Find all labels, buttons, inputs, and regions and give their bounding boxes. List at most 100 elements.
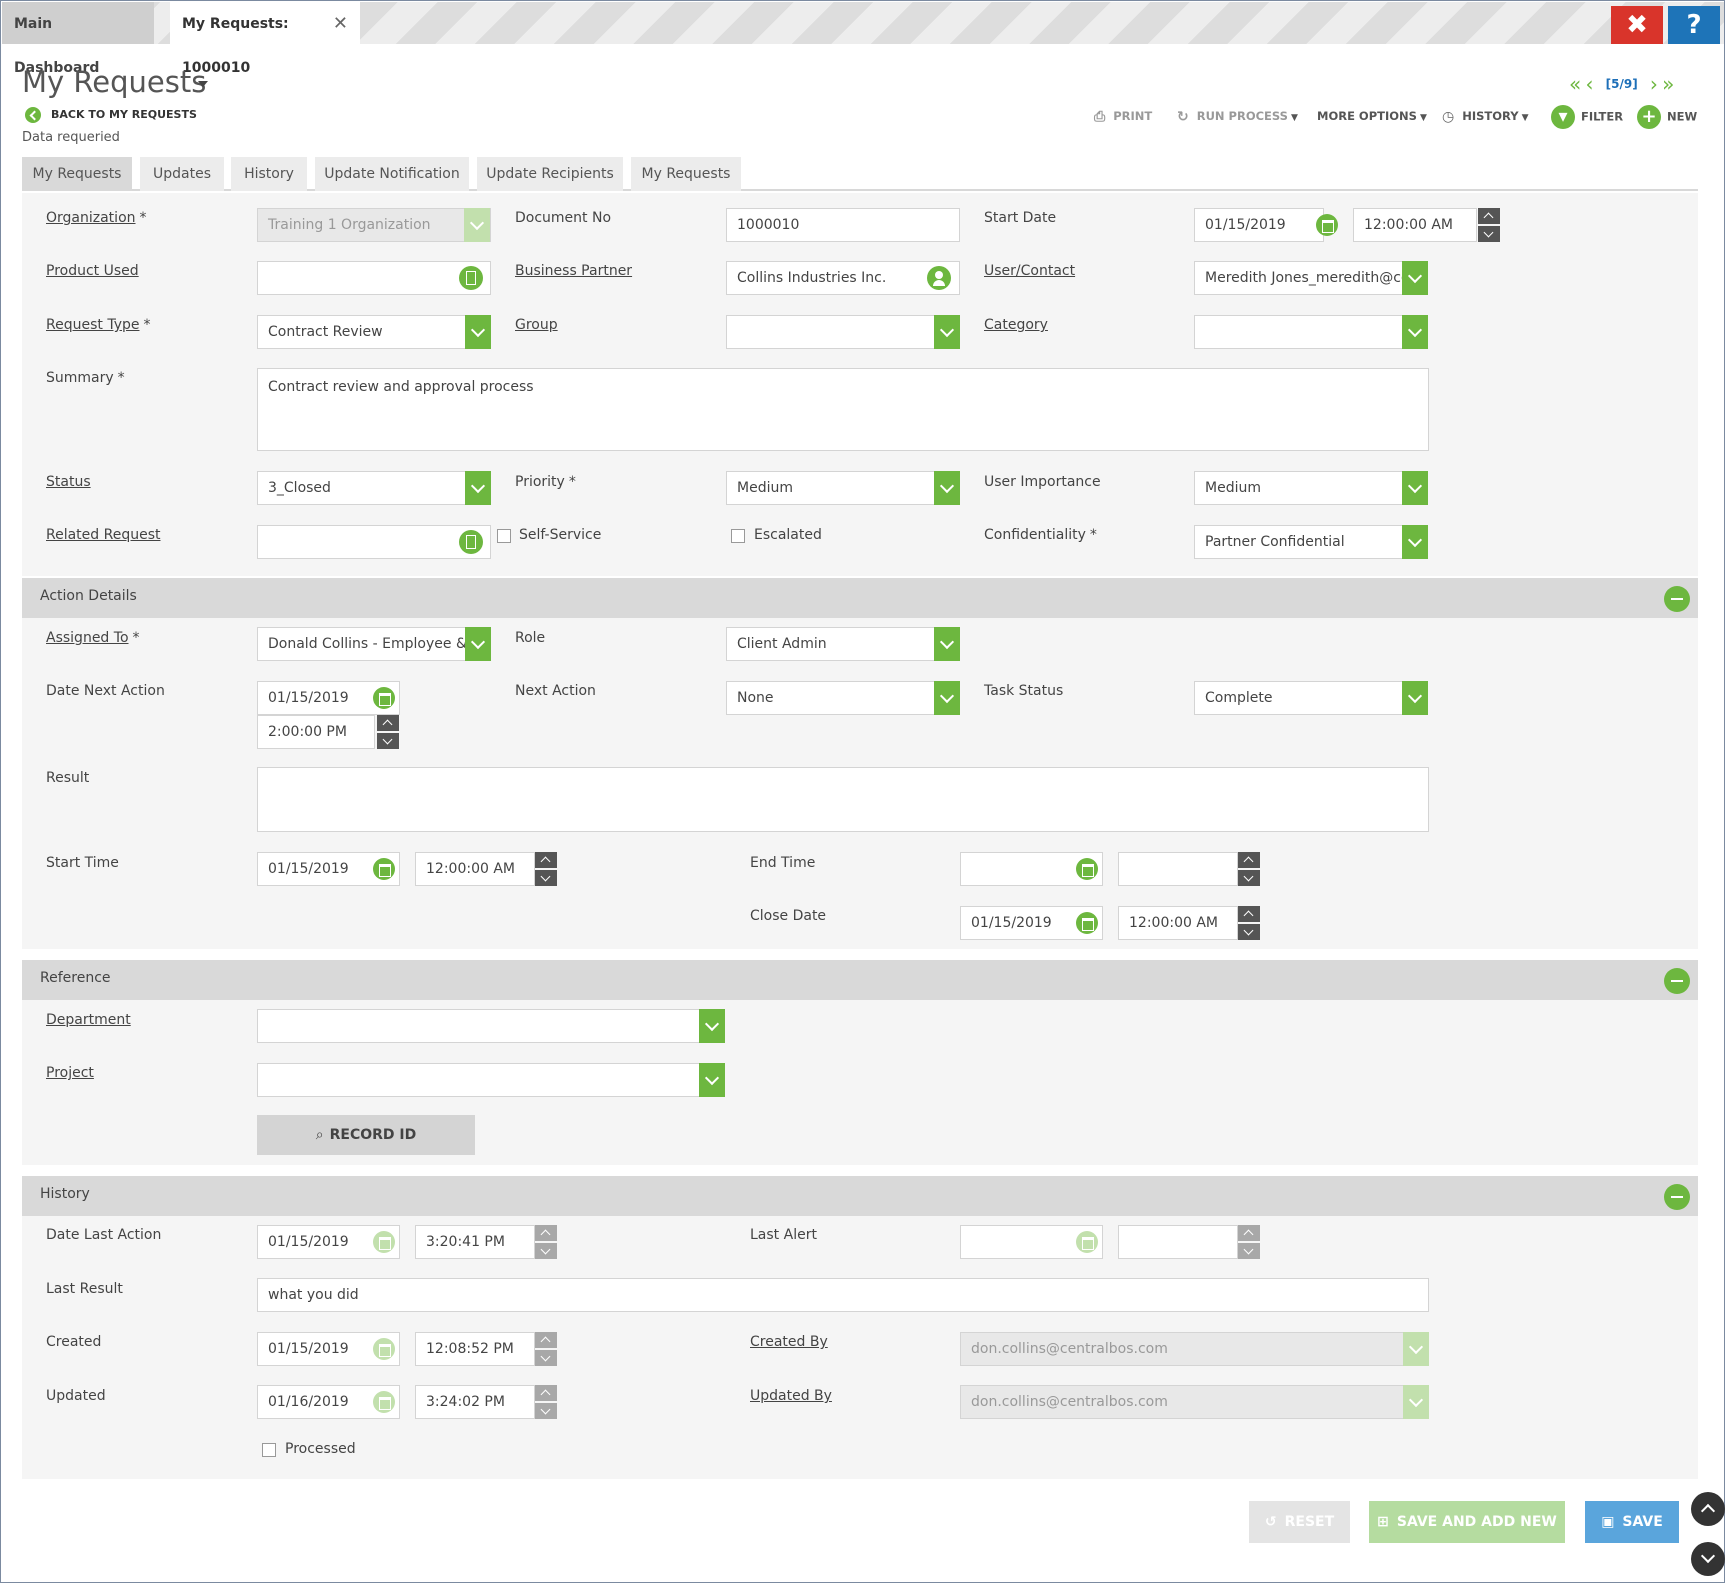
chevron-up-icon[interactable] [1238,1225,1260,1241]
updated-time-field[interactable]: 3:24:02 PM [415,1385,535,1419]
prev-record-icon[interactable]: ‹ [1585,72,1594,96]
user-contact-field[interactable]: Meredith Jones_meredith@co [1194,261,1428,295]
role-dropdown-icon[interactable] [934,627,960,661]
role-field[interactable]: Client Admin [726,627,960,661]
chevron-down-icon[interactable] [377,733,399,749]
user-importance-dropdown-icon[interactable] [1402,471,1428,505]
chevron-down-icon[interactable] [1478,226,1500,242]
department-field[interactable] [257,1009,725,1043]
chevron-up-icon[interactable] [535,1225,557,1241]
print-button[interactable]: ⎙ PRINT [1094,105,1152,127]
task-status-dropdown-icon[interactable] [1402,681,1428,715]
collapse-icon[interactable] [1664,1184,1690,1210]
run-process-button[interactable]: ↻ RUN PROCESS ▼ [1177,105,1298,127]
time-stepper[interactable] [1238,906,1260,940]
user-contact-dropdown-icon[interactable] [1402,261,1428,295]
department-dropdown-icon[interactable] [699,1009,725,1043]
related-request-field[interactable] [257,525,491,559]
next-record-icon[interactable]: › [1649,72,1658,96]
time-stepper[interactable] [535,1225,557,1259]
chevron-down-icon[interactable] [535,1403,557,1419]
result-textarea[interactable] [257,767,1429,832]
tab-my-requests-2[interactable]: My Requests [631,157,741,191]
category-dropdown-icon[interactable] [1402,315,1428,349]
time-stepper[interactable] [535,852,557,886]
new-button[interactable]: + NEW [1637,105,1697,129]
created-time-field[interactable]: 12:08:52 PM [415,1332,535,1366]
calendar-icon[interactable] [1076,858,1098,880]
last-record-icon[interactable]: » [1662,72,1675,96]
history-button[interactable]: ◷ HISTORY ▼ [1442,105,1529,127]
scroll-up-button[interactable] [1691,1492,1725,1526]
scroll-down-button[interactable] [1691,1542,1725,1576]
reset-button[interactable]: ↺ RESET [1249,1501,1350,1543]
start-time-field[interactable]: 12:00:00 AM [1353,208,1477,242]
user-importance-field[interactable]: Medium [1194,471,1428,505]
last-alert-time-field[interactable] [1118,1225,1238,1259]
action-details-header[interactable]: Action Details [22,578,1698,618]
summary-textarea[interactable]: Contract review and approval process [257,368,1429,451]
time-stepper[interactable] [377,715,399,749]
chevron-up-icon[interactable] [535,852,557,868]
user-icon[interactable] [927,266,951,290]
created-by-dropdown-icon[interactable] [1403,1332,1429,1366]
confidentiality-dropdown-icon[interactable] [1402,525,1428,559]
start-date-field[interactable]: 01/15/2019 [1194,208,1324,242]
priority-dropdown-icon[interactable] [934,471,960,505]
calendar-icon[interactable] [1316,214,1338,236]
status-dropdown-icon[interactable] [465,471,491,505]
assigned-to-field[interactable]: Donald Collins - Employee & PC [257,627,491,661]
time-stepper[interactable] [535,1332,557,1366]
assigned-to-dropdown-icon[interactable] [465,627,491,661]
organization-dropdown-icon[interactable] [464,208,490,242]
tab-history[interactable]: History [231,157,307,191]
tab-update-notification[interactable]: Update Notification [315,157,469,191]
close-time-field[interactable]: 12:00:00 AM [1118,906,1238,940]
filter-button[interactable]: ▾ FILTER [1551,105,1623,129]
chevron-down-icon[interactable] [535,1350,557,1366]
lookup-icon[interactable] [459,530,483,554]
self-service-checkbox[interactable] [497,529,511,543]
organization-field[interactable]: Training 1 Organization [257,208,491,242]
title-dropdown-icon[interactable] [198,81,208,87]
chevron-up-icon[interactable] [535,1332,557,1348]
tab-my-requests[interactable]: My Requests [22,157,132,191]
save-button[interactable]: ▣ SAVE [1585,1501,1679,1543]
processed-checkbox[interactable] [262,1443,276,1457]
chevron-up-icon[interactable] [1238,906,1260,922]
chevron-up-icon[interactable] [1238,852,1260,868]
chevron-down-icon[interactable] [1238,924,1260,940]
chevron-up-icon[interactable] [535,1385,557,1401]
product-used-field[interactable] [257,261,491,295]
tab-my-requests-record[interactable]: My Requests: 1000010 ✕ [170,2,360,76]
time-last-action-field[interactable]: 3:20:41 PM [415,1225,535,1259]
request-type-field[interactable]: Contract Review [257,315,491,349]
collapse-icon[interactable] [1664,968,1690,994]
close-date-field[interactable]: 01/15/2019 [960,906,1103,940]
start-time-time-field[interactable]: 12:00:00 AM [415,852,535,886]
chevron-down-icon[interactable] [1238,1243,1260,1259]
time-stepper[interactable] [1238,1225,1260,1259]
updated-by-dropdown-icon[interactable] [1403,1385,1429,1419]
calendar-icon[interactable] [373,1231,395,1253]
time-stepper[interactable] [1478,208,1500,242]
calendar-icon[interactable] [1076,912,1098,934]
task-status-field[interactable]: Complete [1194,681,1428,715]
chevron-down-icon[interactable] [535,870,557,886]
page-title[interactable]: My Requests [22,65,207,99]
reference-header[interactable]: Reference [22,960,1698,1000]
time-stepper[interactable] [1238,852,1260,886]
document-no-field[interactable]: 1000010 [726,208,960,242]
history-header[interactable]: History [22,1176,1698,1216]
chevron-down-icon[interactable] [1238,870,1260,886]
chevron-up-icon[interactable] [1478,208,1500,224]
calendar-icon[interactable] [373,858,395,880]
tab-update-recipients[interactable]: Update Recipients [477,157,623,191]
category-field[interactable] [1194,315,1428,349]
close-tab-icon[interactable]: ✕ [332,13,348,34]
chevron-up-icon[interactable] [377,715,399,731]
chevron-down-icon[interactable] [535,1243,557,1259]
status-field[interactable]: 3_Closed [257,471,491,505]
priority-field[interactable]: Medium [726,471,960,505]
first-record-icon[interactable]: « [1569,72,1582,96]
